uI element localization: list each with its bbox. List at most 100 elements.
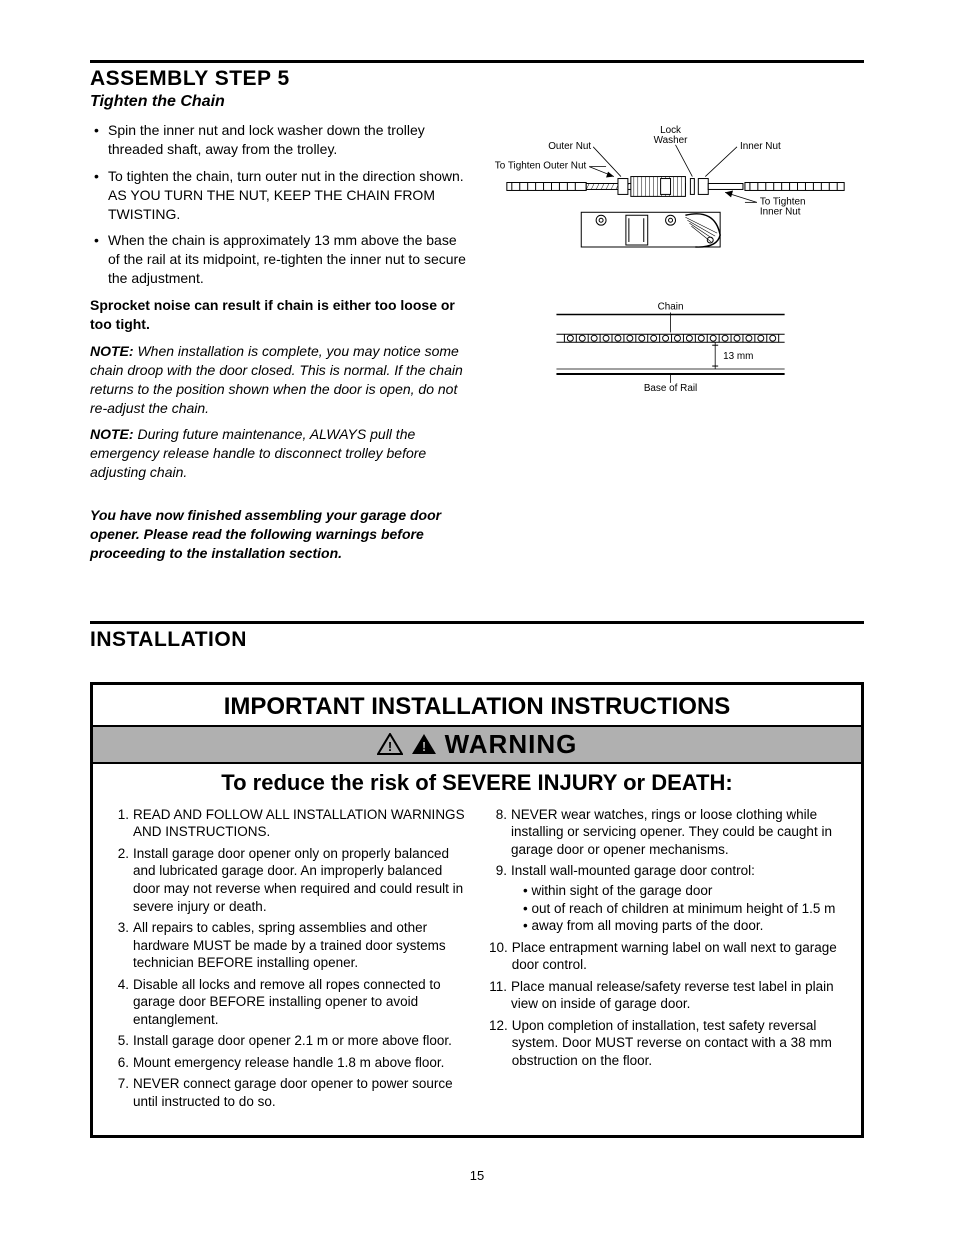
warning-item: 11.Place manual release/safety reverse t… [489,978,843,1013]
sprocket-warning: Sprocket noise can result if chain is ei… [90,296,467,334]
item-text: Mount emergency release handle 1.8 m abo… [133,1054,465,1072]
item-text: READ AND FOLLOW ALL INSTALLATION WARNING… [133,806,465,841]
warning-item: 7.NEVER connect garage door opener to po… [111,1075,465,1110]
right-column: Outer Nut Lock Washer Inner Nut To Tight… [487,121,864,571]
note-label: NOTE: [90,343,134,359]
warning-item: 6.Mount emergency release handle 1.8 m a… [111,1054,465,1072]
item-number: 1. [111,806,133,841]
bullet-list: Spin the inner nut and lock washer down … [90,121,467,288]
item-number: 7. [111,1075,133,1110]
install-rule [90,621,864,624]
item-text: All repairs to cables, spring assemblies… [133,919,465,972]
warning-item: 4.Disable all locks and remove all ropes… [111,976,465,1029]
warning-item: 8.NEVER wear watches, rings or loose clo… [489,806,843,859]
page-number: 15 [90,1168,864,1183]
sub-bullets: within sight of the garage doorout of re… [511,882,843,935]
item-body: Mount emergency release handle 1.8 m abo… [133,1054,465,1072]
note-2: NOTE: During future maintenance, ALWAYS … [90,425,467,482]
chain-left [507,183,586,191]
note-body: When installation is complete, you may n… [90,343,463,416]
top-rule [90,60,864,63]
warning-item: 5.Install garage door opener 2.1 m or mo… [111,1032,465,1050]
item-body: All repairs to cables, spring assemblies… [133,919,465,972]
finish-paragraph: You have now finished assembling your ga… [90,506,467,563]
item-text: Upon completion of installation, test sa… [512,1017,843,1070]
item-text: NEVER connect garage door opener to powe… [133,1075,465,1110]
warning-box: IMPORTANT INSTALLATION INSTRUCTIONS ! ! … [90,682,864,1138]
item-body: Install garage door opener only on prope… [133,845,465,915]
warning-item: 2.Install garage door opener only on pro… [111,845,465,915]
item-text: Install wall-mounted garage door control… [511,862,843,880]
warning-item: 3.All repairs to cables, spring assembli… [111,919,465,972]
note-label: NOTE: [90,426,134,442]
box-subtitle: To reduce the risk of SEVERE INJURY or D… [93,764,861,806]
item-body: Place manual release/safety reverse test… [511,978,843,1013]
svg-text:!: ! [421,739,425,754]
item-number: 8. [489,806,511,859]
chain-right [745,183,844,191]
warning-bar: ! ! WARNING [93,725,861,764]
label-chain: Chain [658,301,684,312]
assembly-diagram: Outer Nut Lock Washer Inner Nut To Tight… [487,121,864,419]
sub-bullet: away from all moving parts of the door. [523,917,843,935]
label-tighten-inner-2: Inner Nut [760,206,801,217]
svg-text:!: ! [387,739,391,754]
item-number: 12. [489,1017,512,1070]
item-number: 6. [111,1054,133,1072]
outer-nut [618,179,628,195]
note-1: NOTE: When installation is complete, you… [90,342,467,418]
item-number: 9. [489,862,511,934]
label-gap: 13 mm [723,351,753,362]
item-number: 10. [489,939,512,974]
sub-bullet: out of reach of children at minimum heig… [523,900,843,918]
warning-item: 9.Install wall-mounted garage door contr… [489,862,843,934]
label-tighten-outer: To Tighten Outer Nut [495,161,587,172]
item-body: NEVER connect garage door opener to powe… [133,1075,465,1110]
left-column: Spin the inner nut and lock washer down … [90,121,467,571]
warning-text: WARNING [445,729,578,760]
item-body: NEVER wear watches, rings or loose cloth… [511,806,843,859]
label-base: Base of Rail [644,383,697,394]
box-title: IMPORTANT INSTALLATION INSTRUCTIONS [93,685,861,725]
installation-section: INSTALLATION IMPORTANT INSTALLATION INST… [90,621,864,1138]
bullet-item: Spin the inner nut and lock washer down … [90,121,467,159]
item-number: 11. [489,978,511,1013]
lock-washer [690,179,694,195]
label-inner-nut: Inner Nut [740,141,781,152]
warning-item: 12.Upon completion of installation, test… [489,1017,843,1070]
item-body: Place entrapment warning label on wall n… [512,939,843,974]
bullet-item: To tighten the chain, turn outer nut in … [90,167,467,224]
note-body: During future maintenance, ALWAYS pull t… [90,426,426,480]
warning-columns: 1.READ AND FOLLOW ALL INSTALLATION WARNI… [93,806,861,1135]
item-text: NEVER wear watches, rings or loose cloth… [511,806,843,859]
label-outer-nut: Outer Nut [548,141,591,152]
item-text: Place manual release/safety reverse test… [511,978,843,1013]
warn-col-right: 8.NEVER wear watches, rings or loose clo… [489,806,843,1115]
item-body: Install wall-mounted garage door control… [511,862,843,934]
item-number: 3. [111,919,133,972]
sub-bullet: within sight of the garage door [523,882,843,900]
chain-bottom [556,334,784,342]
item-text: Install garage door opener only on prope… [133,845,465,915]
item-body: READ AND FOLLOW ALL INSTALLATION WARNING… [133,806,465,841]
installation-title: INSTALLATION [90,628,864,652]
item-body: Install garage door opener 2.1 m or more… [133,1032,465,1050]
bullet-item: When the chain is approximately 13 mm ab… [90,231,467,288]
item-body: Disable all locks and remove all ropes c… [133,976,465,1029]
inner-nut [698,179,708,195]
item-text: Place entrapment warning label on wall n… [512,939,843,974]
warn-col-left: 1.READ AND FOLLOW ALL INSTALLATION WARNI… [111,806,465,1115]
item-number: 4. [111,976,133,1029]
item-number: 5. [111,1032,133,1050]
step-title: ASSEMBLY STEP 5 [90,67,864,91]
item-number: 2. [111,845,133,915]
hazard-triangle-solid-icon: ! [411,733,437,755]
item-body: Upon completion of installation, test sa… [512,1017,843,1070]
label-lock-washer-2: Washer [654,135,688,146]
step-subtitle: Tighten the Chain [90,93,864,111]
hazard-triangle-icon: ! [377,733,403,755]
two-column-layout: Spin the inner nut and lock washer down … [90,121,864,571]
item-text: Install garage door opener 2.1 m or more… [133,1032,465,1050]
warning-item: 10.Place entrapment warning label on wal… [489,939,843,974]
item-text: Disable all locks and remove all ropes c… [133,976,465,1029]
